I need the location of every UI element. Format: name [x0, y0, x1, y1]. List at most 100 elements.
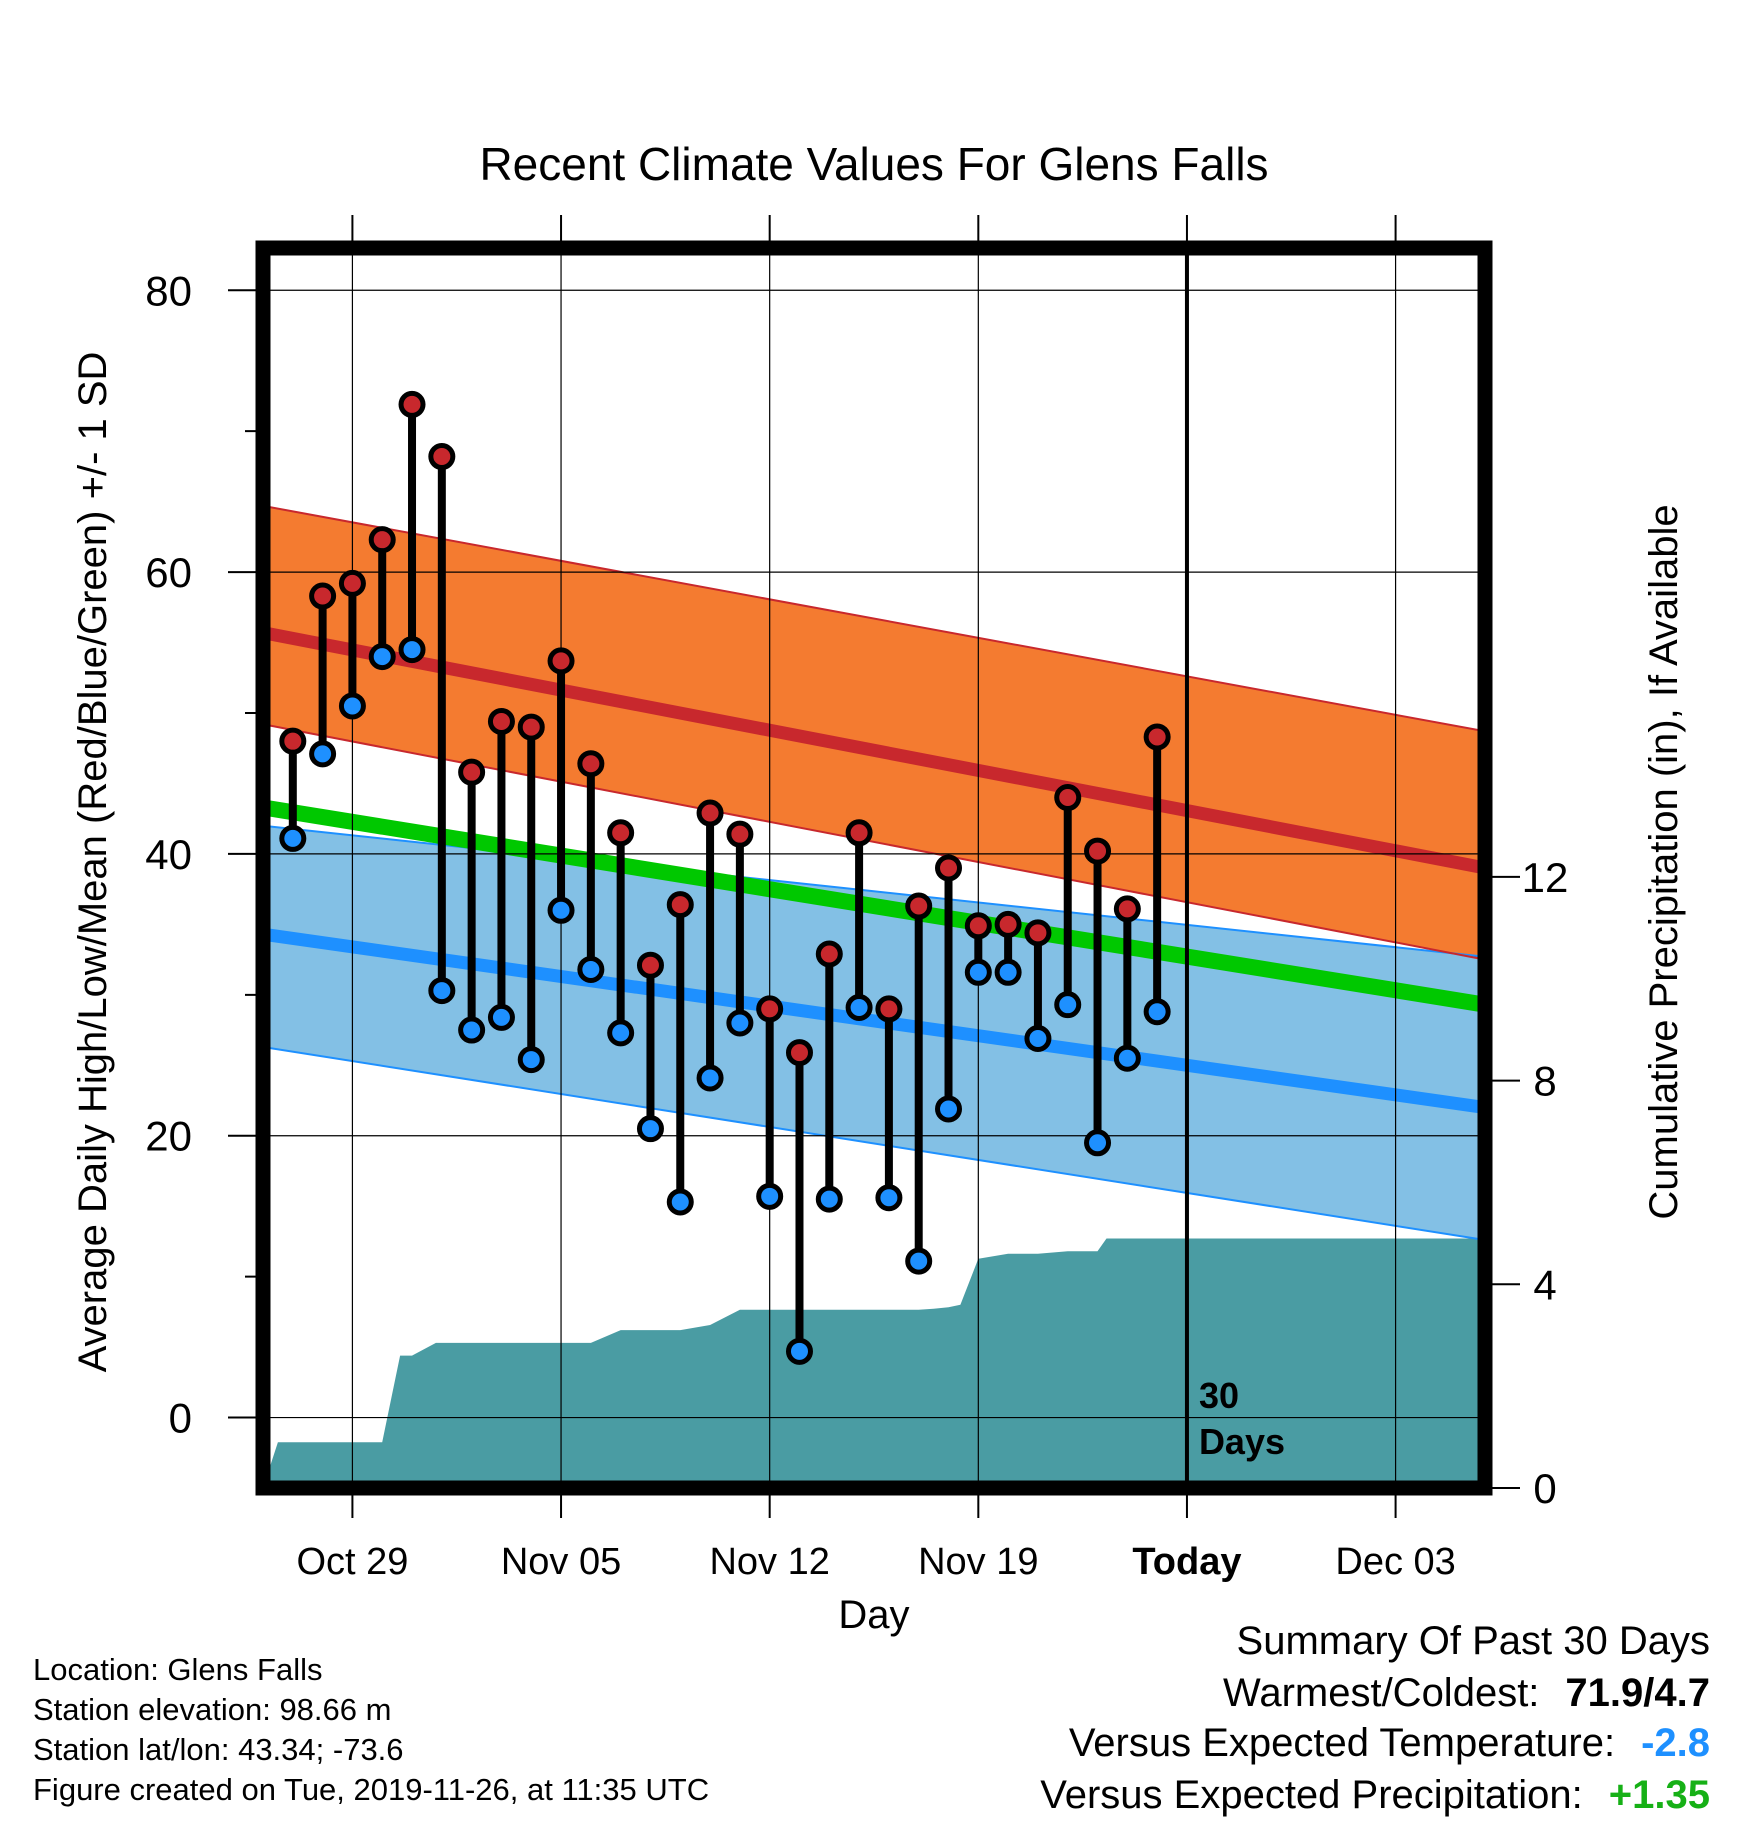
high-point	[577, 750, 605, 778]
high-point	[1024, 919, 1052, 947]
chart-title: Recent Climate Values For Glens Falls	[479, 138, 1268, 190]
y2-axis-label: Cumulative Precipitation (in), If Availa…	[1642, 504, 1686, 1219]
summary-heading: Summary Of Past 30 Days	[1236, 1619, 1710, 1663]
high-point	[1113, 895, 1141, 923]
low-point	[577, 955, 605, 983]
precip-versus-value: +1.35	[1608, 1773, 1710, 1817]
x-tick-label: Today	[1132, 1541, 1241, 1583]
x-tick-label: Dec 03	[1335, 1541, 1455, 1583]
y-tick-label: 20	[145, 1113, 192, 1160]
axes: 0 20 40 60 80 0 4 8 12 Oct 29 Nov 05 Nov 12 Nov 19 To…	[145, 215, 1568, 1583]
high-point	[994, 910, 1022, 938]
low-point	[636, 1115, 664, 1143]
y-tick-label: 40	[145, 831, 192, 878]
low-point	[338, 692, 366, 720]
low-point	[815, 1185, 843, 1213]
low-point	[905, 1247, 933, 1275]
figure-created-text: Figure created on Tue, 2019-11-26, at 11…	[33, 1772, 710, 1807]
today-days-label: 30	[1199, 1375, 1239, 1416]
low-point	[935, 1095, 963, 1123]
low-point	[785, 1337, 813, 1365]
x-tick-label: Nov 19	[918, 1541, 1038, 1583]
high-point	[1143, 723, 1171, 751]
y-tick-label: 80	[145, 267, 192, 314]
y-axis-label: Average Daily High/Low/Mean (Red/Blue/Gr…	[71, 352, 115, 1373]
x-tick-label: Nov 12	[709, 1541, 829, 1583]
data-marks: 30 Days	[279, 390, 1285, 1462]
low-point	[1113, 1044, 1141, 1072]
low-point	[458, 1016, 486, 1044]
high-point	[726, 820, 754, 848]
high-point	[845, 819, 873, 847]
station-elevation-text: Station elevation: 98.66 m	[33, 1692, 392, 1727]
normal-mean-line	[263, 799, 1485, 1013]
high-point	[815, 940, 843, 968]
high-point	[458, 758, 486, 786]
x-axis-label: Day	[838, 1593, 909, 1637]
low-point	[666, 1188, 694, 1216]
high-point	[875, 995, 903, 1023]
high-point	[428, 443, 456, 471]
high-band-upper-edge	[263, 504, 1485, 733]
low-band-lower-edge	[263, 1045, 1485, 1241]
low-point	[756, 1182, 784, 1210]
low-point	[964, 958, 992, 986]
low-point	[607, 1019, 635, 1047]
high-point	[547, 647, 575, 675]
high-point	[607, 819, 635, 847]
station-latlon-text: Station lat/lon: 43.34; -73.6	[33, 1732, 404, 1767]
low-point	[726, 1009, 754, 1037]
x-tick-label: Nov 05	[501, 1541, 621, 1583]
high-point	[935, 854, 963, 882]
low-point	[547, 896, 575, 924]
high-point	[696, 799, 724, 827]
low-point	[845, 994, 873, 1021]
high-point	[279, 727, 307, 755]
y-tick-label: 0	[169, 1395, 192, 1442]
high-point	[964, 912, 992, 940]
low-point	[1024, 1025, 1052, 1052]
low-point	[487, 1003, 515, 1031]
y2-tick-label: 0	[1533, 1465, 1556, 1512]
precip-versus-label: Versus Expected Precipitation:	[1040, 1773, 1583, 1817]
low-point	[368, 643, 396, 671]
precip-area	[263, 1238, 1485, 1488]
low-sd-band	[263, 825, 1485, 1240]
low-point	[875, 1184, 903, 1212]
summary-warmest-row: Warmest/Coldest: 71.9/4.7	[1223, 1671, 1710, 1716]
low-point	[1054, 991, 1082, 1019]
summary-precip-row: Versus Expected Precipitation: +1.35	[1040, 1773, 1710, 1818]
x-tick-label: Oct 29	[296, 1541, 408, 1583]
high-point	[398, 390, 426, 418]
high-point	[309, 582, 337, 610]
low-point	[1143, 998, 1171, 1026]
low-point	[1084, 1129, 1112, 1157]
low-point	[398, 636, 426, 664]
low-point	[696, 1064, 724, 1092]
high-point	[1084, 837, 1112, 865]
y2-tick-label: 4	[1533, 1261, 1556, 1308]
today-days-label: Days	[1199, 1421, 1285, 1462]
summary-temp-row: Versus Expected Temperature: -2.8	[1069, 1721, 1710, 1766]
high-point	[666, 891, 694, 919]
high-point	[905, 892, 933, 920]
normal-low-line	[263, 927, 1485, 1114]
high-sd-band	[263, 505, 1485, 960]
low-point	[309, 740, 337, 768]
high-point	[487, 707, 515, 735]
low-point	[279, 824, 307, 852]
high-point	[636, 951, 664, 979]
plot-frame	[255, 240, 1493, 1496]
high-point	[785, 1039, 813, 1067]
high-point	[338, 569, 366, 597]
temp-versus-value: -2.8	[1641, 1721, 1710, 1765]
y2-tick-label: 12	[1522, 854, 1569, 901]
y-tick-label: 60	[145, 549, 192, 596]
low-point	[994, 958, 1022, 986]
normal-high-line	[263, 626, 1485, 875]
temp-versus-label: Versus Expected Temperature:	[1068, 1721, 1616, 1765]
y2-tick-label: 8	[1533, 1058, 1556, 1105]
plot-area	[263, 248, 1485, 1488]
warmest-label: Warmest/Coldest:	[1223, 1671, 1540, 1715]
